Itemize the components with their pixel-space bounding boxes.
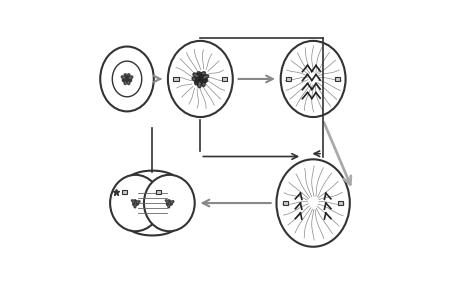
Bar	[173, 77, 179, 81]
Polygon shape	[192, 77, 201, 85]
Ellipse shape	[281, 41, 346, 117]
Bar	[222, 77, 227, 81]
Polygon shape	[195, 80, 204, 88]
Polygon shape	[169, 201, 174, 205]
Polygon shape	[165, 200, 170, 204]
Ellipse shape	[100, 47, 154, 111]
Ellipse shape	[144, 175, 195, 231]
Polygon shape	[199, 79, 208, 87]
Bar	[338, 201, 343, 205]
Polygon shape	[197, 72, 206, 80]
Polygon shape	[193, 73, 201, 81]
Ellipse shape	[168, 41, 233, 117]
Bar	[155, 190, 161, 194]
Bar	[335, 77, 340, 81]
Polygon shape	[133, 204, 137, 208]
Ellipse shape	[112, 61, 142, 97]
Bar	[286, 77, 292, 81]
Polygon shape	[122, 79, 128, 85]
Ellipse shape	[276, 159, 350, 247]
Bar	[283, 201, 288, 205]
Polygon shape	[124, 74, 130, 79]
Polygon shape	[121, 76, 127, 81]
Polygon shape	[166, 204, 171, 208]
Polygon shape	[127, 76, 133, 81]
Bar	[122, 190, 127, 194]
Polygon shape	[136, 201, 140, 205]
Polygon shape	[126, 79, 132, 85]
Ellipse shape	[110, 175, 161, 231]
Polygon shape	[131, 200, 136, 204]
Polygon shape	[200, 75, 209, 82]
